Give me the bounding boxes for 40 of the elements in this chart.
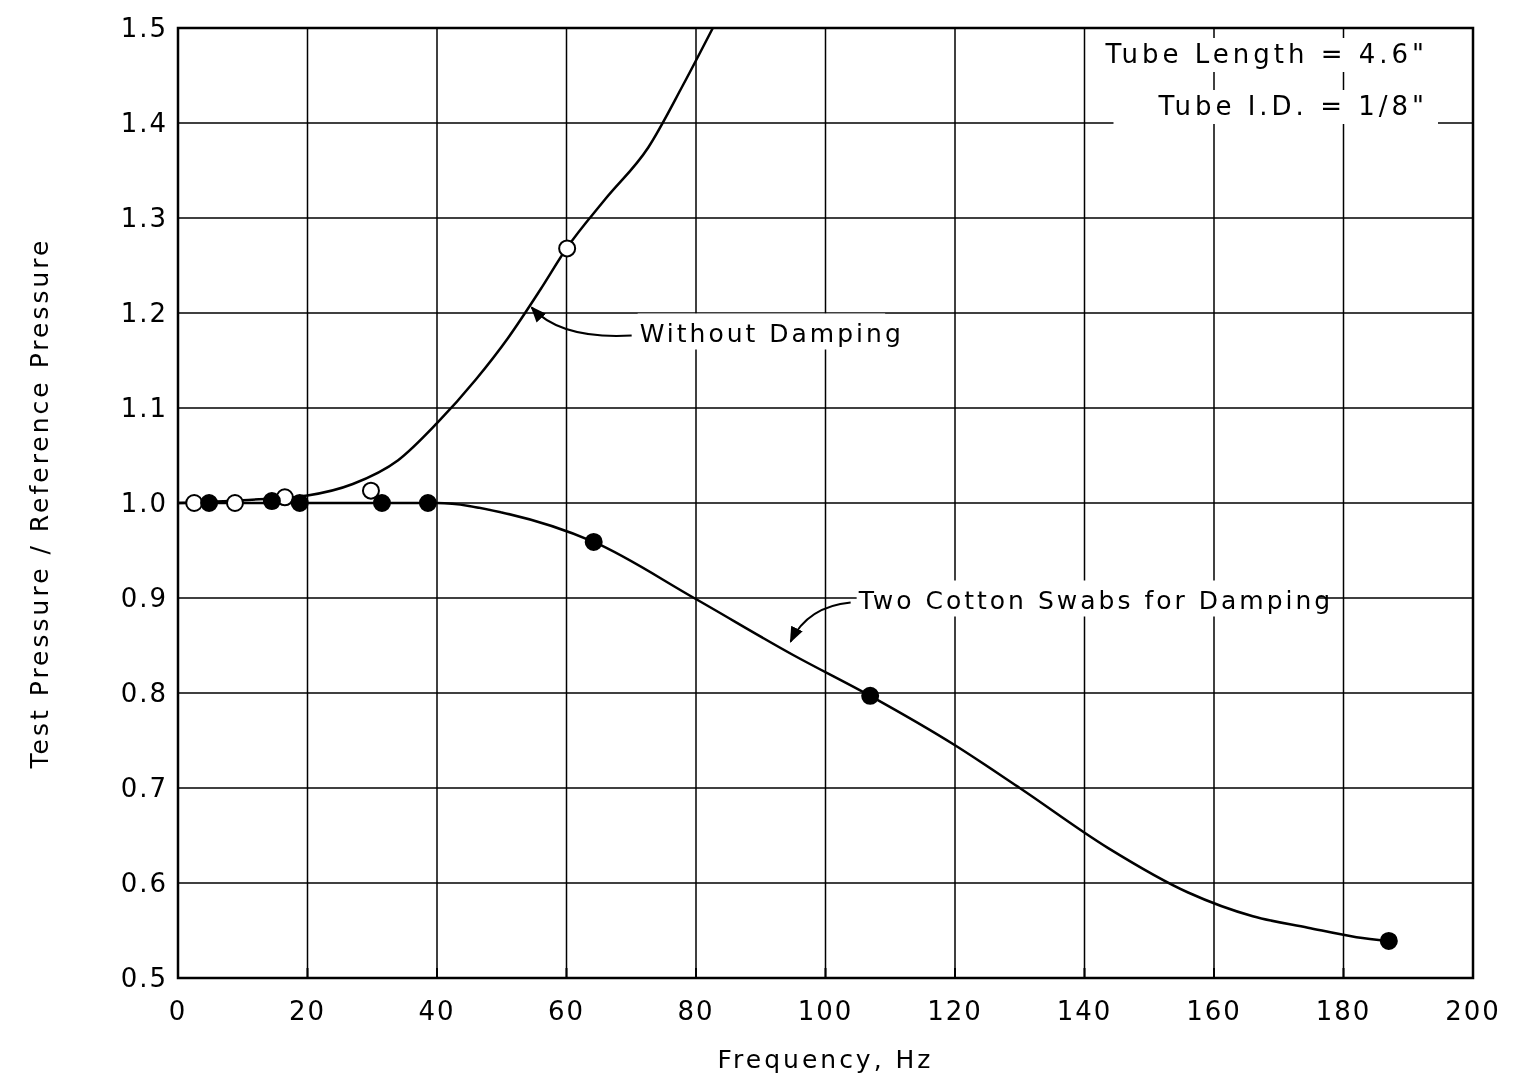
x-tick-label: 20: [288, 996, 327, 1026]
y-tick-label: 0.8: [120, 678, 168, 709]
x-axis-title: Frequency, Hz: [717, 1045, 934, 1074]
y-tick-label: 1.4: [120, 108, 168, 139]
point: [200, 494, 219, 512]
point: [290, 494, 309, 512]
y-tick-label: 1.1: [120, 393, 168, 424]
point: [1379, 931, 1398, 950]
point: [185, 494, 204, 512]
y-tick-label: 1.3: [120, 203, 168, 234]
annotation: Without Damping: [639, 318, 904, 348]
point: [361, 481, 380, 500]
y-tick-label: 0.9: [120, 583, 168, 614]
x-tick-label: 80: [677, 996, 715, 1026]
x-tick-label: 160: [1186, 996, 1242, 1026]
x-tick-label: 180: [1315, 996, 1372, 1026]
y-tick-label: 1.0: [120, 488, 168, 519]
point: [861, 686, 880, 705]
point: [418, 494, 437, 512]
point: [262, 492, 281, 511]
annotation: Two Cotton Swabs for Damping: [857, 585, 1334, 615]
y-tick-label: 0.6: [120, 868, 168, 899]
x-tick-label: 0: [168, 996, 188, 1026]
x-tick-label: 40: [418, 996, 456, 1026]
y-tick-label: 0.5: [120, 963, 168, 994]
x-tick-label: 140: [1056, 996, 1113, 1026]
y-tick-label: 0.7: [120, 773, 168, 804]
x-tick-label: 100: [797, 996, 854, 1026]
annotation: Tube I.D. = 1/8": [1157, 91, 1428, 121]
y-axis-title: Test Pressure / Reference Pressure: [25, 237, 54, 770]
annotation: Tube Length = 4.6": [1104, 39, 1428, 69]
point: [372, 494, 391, 512]
point: [584, 532, 603, 551]
x-tick-label: 60: [547, 996, 586, 1026]
point: [225, 494, 244, 512]
y-tick-label: 1.5: [120, 13, 168, 44]
y-tick-label: 1.2: [120, 298, 168, 329]
x-tick-label: 120: [927, 996, 983, 1026]
point: [558, 239, 577, 258]
x-tick-label: 200: [1445, 996, 1501, 1026]
